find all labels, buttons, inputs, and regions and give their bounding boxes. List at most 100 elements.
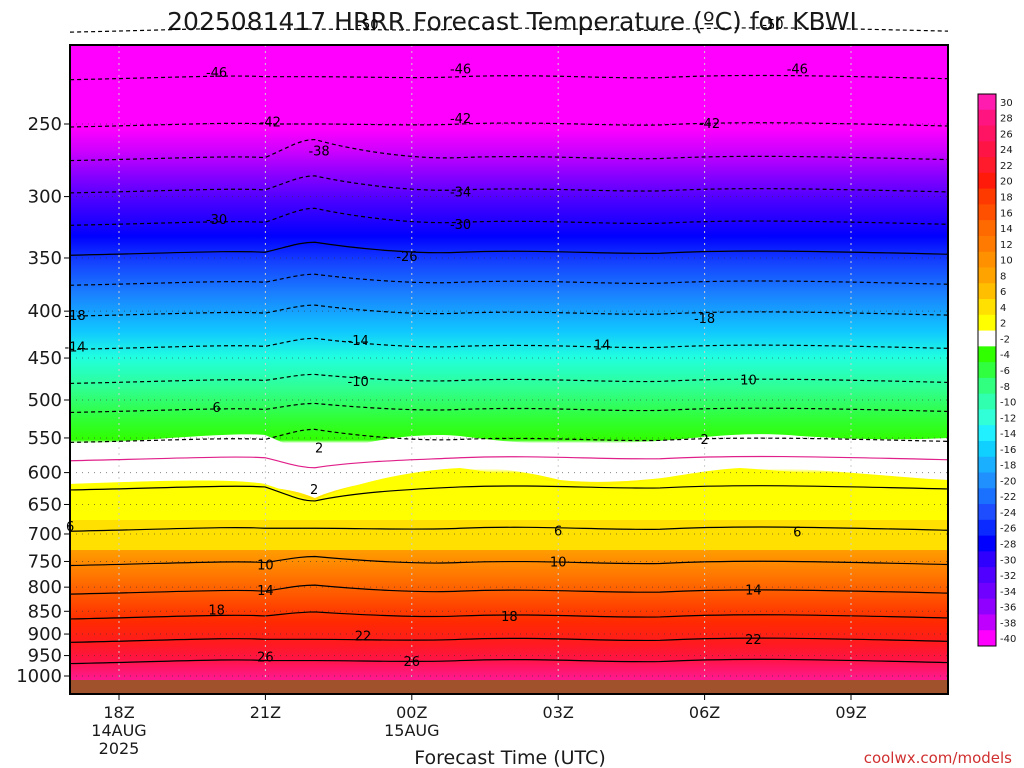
warm-layer-band-2 bbox=[70, 520, 948, 550]
svg-text:-50: -50 bbox=[357, 18, 378, 33]
colorbar-swatch bbox=[978, 614, 996, 631]
contour-label: -14 bbox=[64, 340, 85, 355]
colorbar-swatch bbox=[978, 172, 996, 190]
svg-text:-10: -10 bbox=[348, 375, 369, 390]
svg-text:-30: -30 bbox=[206, 213, 227, 228]
contour-label: 22 bbox=[745, 633, 762, 648]
svg-text:6: 6 bbox=[793, 525, 801, 540]
contour-line bbox=[69, 175, 949, 194]
colorbar-swatch bbox=[978, 519, 996, 537]
colorbar-swatch bbox=[978, 283, 996, 300]
colorbar-swatch bbox=[978, 299, 996, 316]
colorbar-tick-label: -36 bbox=[1000, 603, 1016, 614]
contour-label: -30 bbox=[206, 213, 227, 228]
colorbar-swatch bbox=[978, 109, 996, 127]
chart-title: 2025081417 HRRR Forecast Temperature (ºC… bbox=[167, 7, 857, 36]
colorbar-tick-label: -30 bbox=[1000, 555, 1016, 566]
colorbar-swatch bbox=[978, 393, 996, 410]
contour-label: 26 bbox=[404, 655, 421, 670]
contour-line bbox=[69, 637, 949, 643]
x-tick-date: 15AUG bbox=[384, 721, 439, 740]
contour-line bbox=[69, 526, 949, 532]
x-tick-label: 09Z bbox=[835, 703, 866, 722]
x-tick-label: 00Z bbox=[396, 703, 427, 722]
contour-line bbox=[69, 74, 949, 81]
x-tick-year: 2025 bbox=[99, 739, 140, 758]
colorbar-tick-label: 20 bbox=[1000, 177, 1013, 188]
contour-line bbox=[69, 304, 949, 317]
colorbar-swatch bbox=[978, 362, 996, 379]
colorbar-tick-label: -40 bbox=[1000, 634, 1016, 645]
svg-text:10: 10 bbox=[740, 373, 757, 388]
y-tick-label: 750 bbox=[28, 551, 62, 572]
contour-label: 6 bbox=[212, 401, 220, 416]
colorbar-tick-label: -34 bbox=[1000, 587, 1016, 598]
contour-label: 10 bbox=[550, 556, 567, 571]
svg-text:-18: -18 bbox=[694, 312, 715, 327]
colorbar-tick-label: -4 bbox=[1000, 350, 1010, 361]
contour-line bbox=[69, 584, 949, 595]
contour-label: -46 bbox=[450, 62, 471, 77]
colorbar-swatch bbox=[978, 267, 996, 284]
svg-text:-14: -14 bbox=[348, 334, 369, 349]
colorbar-swatch bbox=[978, 409, 996, 426]
colorbar-frame bbox=[977, 93, 997, 647]
colorbar-tick-label: -6 bbox=[1000, 366, 1010, 377]
svg-text:22: 22 bbox=[355, 630, 372, 645]
colorbar-swatch bbox=[978, 220, 996, 237]
svg-text:6: 6 bbox=[212, 401, 220, 416]
colorbar-tick-label: 14 bbox=[1000, 224, 1013, 235]
contour-label: 6 bbox=[554, 525, 562, 540]
colorbar-tick-label: -26 bbox=[1000, 524, 1016, 535]
colorbar-tick-label: -2 bbox=[1000, 334, 1010, 345]
colorbar: 30 28 26 24 22 20 18 16 14 12 10 8 6 4 2 -2 -4 -6 -8 -10 -12… bbox=[977, 93, 1016, 647]
contour-label: 2 bbox=[310, 483, 318, 498]
y-tick-label: 300 bbox=[28, 187, 62, 208]
contour-line bbox=[69, 402, 949, 414]
svg-text:-42: -42 bbox=[450, 112, 471, 127]
colorbar-swatch bbox=[978, 504, 996, 521]
y-tick-label: 900 bbox=[28, 624, 62, 645]
contour-label: -14 bbox=[348, 334, 369, 349]
credit-text: coolwx.com/models bbox=[864, 749, 1012, 767]
contour-label: 2 bbox=[315, 442, 323, 457]
svg-text:14: 14 bbox=[594, 338, 611, 353]
contour-label: -42 bbox=[450, 112, 471, 127]
contour-line bbox=[69, 455, 949, 469]
svg-text:-34: -34 bbox=[450, 186, 471, 201]
grid-lines bbox=[70, 45, 948, 680]
colorbar-swatch bbox=[978, 235, 996, 253]
colorbar-swatch bbox=[978, 630, 996, 647]
colorbar-swatch bbox=[978, 456, 996, 474]
colorbar-swatch bbox=[978, 582, 996, 600]
contour-labels: -50 -50 -46 -46 -46 -42 -42 -42 -38 -34 -30 -30 -26 -… bbox=[64, 18, 807, 670]
contour-line bbox=[69, 138, 949, 162]
svg-text:2: 2 bbox=[700, 433, 708, 448]
svg-text:26: 26 bbox=[257, 651, 274, 666]
colorbar-swatch bbox=[978, 188, 996, 205]
contour-label: 22 bbox=[355, 630, 372, 645]
colorbar-tick-label: -32 bbox=[1000, 571, 1016, 582]
svg-text:10: 10 bbox=[550, 556, 567, 571]
contour-label: 10 bbox=[740, 373, 757, 388]
contour-line bbox=[69, 241, 949, 256]
x-tick-date: 14AUG bbox=[91, 721, 146, 740]
colorbar-swatch bbox=[978, 535, 996, 552]
colorbar-swatch bbox=[978, 598, 996, 615]
contour-line bbox=[69, 27, 949, 33]
colorbar-swatch bbox=[978, 204, 996, 221]
contour-label: -50 bbox=[762, 18, 783, 33]
contour-line bbox=[69, 611, 949, 620]
contour-label: 14 bbox=[745, 584, 762, 599]
contour-lines bbox=[69, 27, 949, 665]
x-tick-label: 06Z bbox=[689, 703, 720, 722]
svg-text:-46: -46 bbox=[450, 62, 471, 77]
x-axis-label: Forecast Time (UTC) bbox=[414, 747, 605, 768]
colorbar-swatch bbox=[978, 377, 996, 395]
contour-label: -46 bbox=[787, 62, 808, 77]
svg-text:-42: -42 bbox=[260, 115, 281, 130]
svg-text:-46: -46 bbox=[206, 66, 227, 81]
colorbar-swatch bbox=[978, 551, 996, 568]
